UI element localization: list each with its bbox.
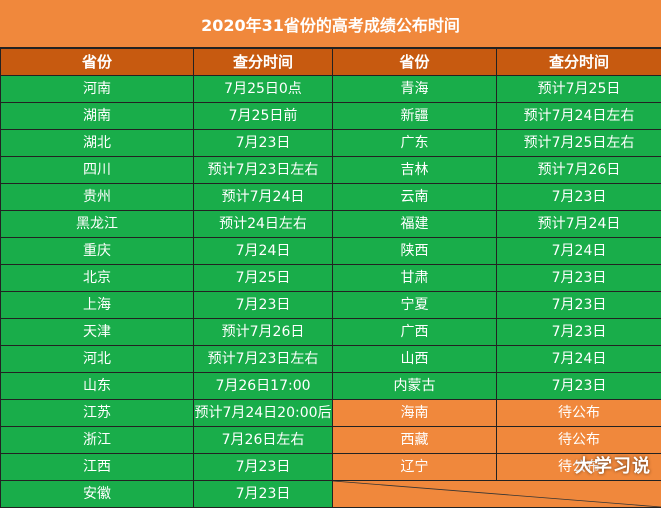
- time-left-cell: 7月25日: [194, 265, 333, 292]
- header-province-2: 省份: [333, 49, 497, 76]
- table-row: 黑龙江预计24日左右福建预计7月24日: [1, 211, 661, 238]
- province-right-cell: 山西: [333, 346, 497, 373]
- province-left-cell: 浙江: [1, 427, 194, 454]
- time-right-cell: 7月24日: [497, 346, 661, 373]
- time-left-cell: 预计7月24日20:00后: [194, 400, 333, 427]
- table-row: 江苏预计7月24日20:00后海南待公布: [1, 400, 661, 427]
- province-left-cell: 山东: [1, 373, 194, 400]
- header-row: 省份 查分时间 省份 查分时间: [1, 49, 661, 76]
- watermark: 大学习说: [575, 452, 651, 478]
- time-left-cell: 7月26日17:00: [194, 373, 333, 400]
- time-left-cell: 7月23日: [194, 292, 333, 319]
- time-left-cell: 7月24日: [194, 238, 333, 265]
- time-right-cell: 待公布: [497, 427, 661, 454]
- time-right-cell: 7月23日: [497, 265, 661, 292]
- sheet-title: 2020年31省份的高考成绩公布时间: [0, 0, 661, 48]
- province-left-cell: 贵州: [1, 184, 194, 211]
- time-left-cell: 预计7月24日: [194, 184, 333, 211]
- time-left-cell: 预计24日左右: [194, 211, 333, 238]
- time-left-cell: 预计7月23日左右: [194, 157, 333, 184]
- time-right-cell: 预计7月24日左右: [497, 103, 661, 130]
- time-left-cell: 7月25日0点: [194, 76, 333, 103]
- time-left-cell: 7月23日: [194, 130, 333, 157]
- province-right-cell: 福建: [333, 211, 497, 238]
- time-left-cell: 预计7月23日左右: [194, 346, 333, 373]
- province-right-cell: 内蒙古: [333, 373, 497, 400]
- time-right-cell: 待公布: [497, 400, 661, 427]
- province-left-cell: 北京: [1, 265, 194, 292]
- province-left-cell: 湖南: [1, 103, 194, 130]
- time-left-cell: 7月26日左右: [194, 427, 333, 454]
- time-right-cell: 7月23日: [497, 184, 661, 211]
- province-left-cell: 安徽: [1, 481, 194, 508]
- header-time-1: 查分时间: [194, 49, 333, 76]
- province-right-cell: 陕西: [333, 238, 497, 265]
- province-left-cell: 河北: [1, 346, 194, 373]
- province-left-cell: 河南: [1, 76, 194, 103]
- table-row: 四川预计7月23日左右吉林预计7月26日: [1, 157, 661, 184]
- province-right-cell: 宁夏: [333, 292, 497, 319]
- province-left-cell: 上海: [1, 292, 194, 319]
- province-left-cell: 江西: [1, 454, 194, 481]
- time-right-cell: 7月23日: [497, 373, 661, 400]
- time-left-cell: 7月23日: [194, 481, 333, 508]
- time-left-cell: 7月25日前: [194, 103, 333, 130]
- province-right-cell: 青海: [333, 76, 497, 103]
- time-right-cell: 7月23日: [497, 292, 661, 319]
- time-right-cell: 预计7月24日: [497, 211, 661, 238]
- province-right-cell: 吉林: [333, 157, 497, 184]
- time-left-cell: 预计7月26日: [194, 319, 333, 346]
- province-right-cell: 广东: [333, 130, 497, 157]
- province-right-cell: 新疆: [333, 103, 497, 130]
- province-left-cell: 黑龙江: [1, 211, 194, 238]
- province-right-cell: 西藏: [333, 427, 497, 454]
- province-left-cell: 天津: [1, 319, 194, 346]
- blank-cell: [333, 481, 661, 508]
- province-right-cell: 海南: [333, 400, 497, 427]
- time-right-cell: 7月23日: [497, 319, 661, 346]
- province-right-cell: 广西: [333, 319, 497, 346]
- province-right-cell: 云南: [333, 184, 497, 211]
- header-province-1: 省份: [1, 49, 194, 76]
- province-left-cell: 重庆: [1, 238, 194, 265]
- time-right-cell: 7月24日: [497, 238, 661, 265]
- province-right-cell: 辽宁: [333, 454, 497, 481]
- province-left-cell: 江苏: [1, 400, 194, 427]
- province-left-cell: 湖北: [1, 130, 194, 157]
- time-right-cell: 预计7月25日左右: [497, 130, 661, 157]
- time-right-cell: 预计7月26日: [497, 157, 661, 184]
- province-right-cell: 甘肃: [333, 265, 497, 292]
- header-time-2: 查分时间: [497, 49, 661, 76]
- time-right-cell: 预计7月25日: [497, 76, 661, 103]
- time-left-cell: 7月23日: [194, 454, 333, 481]
- province-left-cell: 四川: [1, 157, 194, 184]
